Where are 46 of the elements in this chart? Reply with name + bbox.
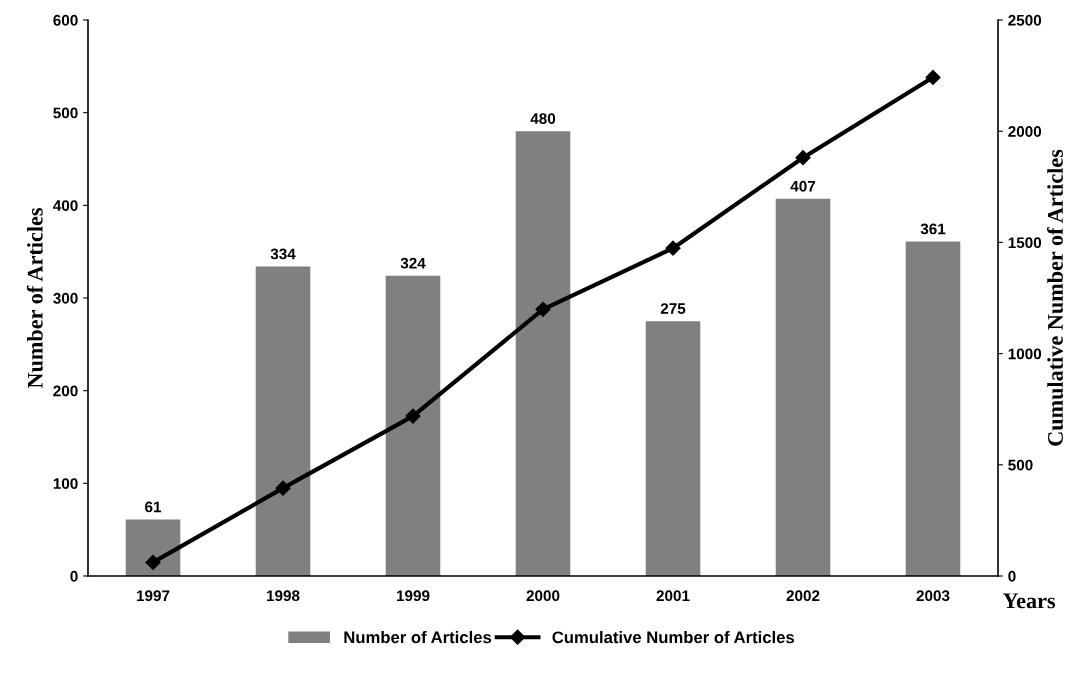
point <box>405 408 421 424</box>
point <box>795 150 811 166</box>
data-label: 480 <box>530 113 556 125</box>
y-tick-label: 300 <box>53 292 78 304</box>
y2-tick-label: 1500 <box>1008 237 1042 249</box>
y-tick-label: 0 <box>70 570 78 582</box>
bar <box>645 321 701 576</box>
y-tick-label: 400 <box>53 200 78 212</box>
bar <box>775 198 831 576</box>
y2-tick-label: 500 <box>1008 459 1033 471</box>
x-tick-label: 1999 <box>396 590 430 602</box>
point <box>145 554 161 571</box>
x-tick-label: 2000 <box>526 590 560 602</box>
point <box>665 240 681 256</box>
point <box>925 69 941 85</box>
x-tick-label: 2003 <box>916 590 950 602</box>
y-tick-label: 600 <box>53 14 78 26</box>
y2-tick-label: 0 <box>1008 570 1016 582</box>
bar <box>125 519 181 576</box>
y2-tick-label: 1000 <box>1008 348 1042 360</box>
x-tick-label: 1998 <box>266 590 300 602</box>
y-tick-label: 100 <box>53 478 78 490</box>
y2-tick-label: 2000 <box>1008 126 1042 137</box>
point <box>275 480 291 496</box>
bar <box>255 266 311 576</box>
y-tick-label: 500 <box>53 107 78 119</box>
x-axis-title: Years <box>1002 593 1056 609</box>
y-axis-title: Number of Articles <box>26 208 43 389</box>
data-label: 407 <box>790 180 816 192</box>
data-label: 334 <box>270 248 296 260</box>
y-tick-label: 200 <box>53 385 78 397</box>
x-tick-label: 2002 <box>786 590 820 602</box>
x-tick-label: 1997 <box>136 590 170 602</box>
y2-tick-label: 2500 <box>1008 14 1042 26</box>
point <box>535 301 551 317</box>
bar <box>905 241 961 576</box>
data-label: 61 <box>145 501 162 513</box>
data-label: 275 <box>660 303 686 314</box>
data-label: 361 <box>920 223 946 235</box>
y2-axis-title: Cumulative Number of Articles <box>1047 149 1063 446</box>
legend-label: Cumulative Number of Articles <box>552 630 795 644</box>
data-label: 324 <box>400 257 426 269</box>
bar <box>515 131 571 576</box>
legend-label: Number of Articles <box>344 630 492 644</box>
bar <box>385 275 441 576</box>
x-tick-label: 2001 <box>656 590 690 602</box>
